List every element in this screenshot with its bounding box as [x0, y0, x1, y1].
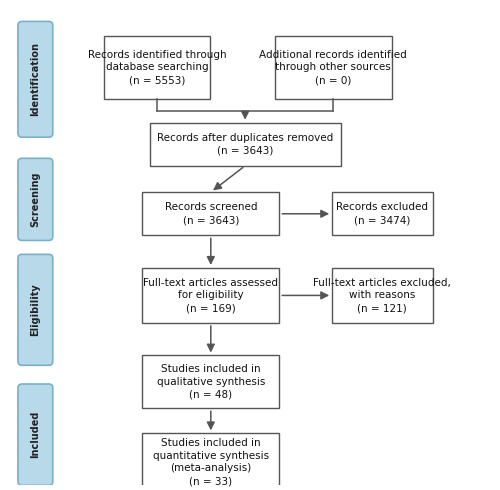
Text: Studies included in
quantitative synthesis
(meta-analysis)
(n = 33): Studies included in quantitative synthes…: [152, 438, 269, 486]
FancyBboxPatch shape: [104, 36, 210, 98]
FancyBboxPatch shape: [142, 433, 280, 490]
Text: Screening: Screening: [30, 172, 40, 227]
Text: Additional records identified
through other sources
(n = 0): Additional records identified through ot…: [260, 49, 407, 85]
Text: Eligibility: Eligibility: [30, 283, 40, 336]
FancyBboxPatch shape: [150, 122, 340, 166]
Text: Included: Included: [30, 411, 40, 458]
Text: Identification: Identification: [30, 42, 40, 116]
Text: Records screened
(n = 3643): Records screened (n = 3643): [164, 202, 257, 225]
FancyBboxPatch shape: [332, 268, 432, 323]
Text: Records after duplicates removed
(n = 3643): Records after duplicates removed (n = 36…: [157, 133, 333, 155]
FancyBboxPatch shape: [332, 192, 432, 235]
Text: Full-text articles excluded,
with reasons
(n = 121): Full-text articles excluded, with reason…: [314, 278, 451, 313]
FancyBboxPatch shape: [18, 158, 53, 241]
Text: Records excluded
(n = 3474): Records excluded (n = 3474): [336, 202, 428, 225]
FancyBboxPatch shape: [142, 355, 280, 408]
FancyBboxPatch shape: [274, 36, 392, 98]
Text: Full-text articles assessed
for eligibility
(n = 169): Full-text articles assessed for eligibil…: [144, 278, 278, 313]
FancyBboxPatch shape: [18, 384, 53, 485]
FancyBboxPatch shape: [142, 192, 280, 235]
Text: Studies included in
qualitative synthesis
(n = 48): Studies included in qualitative synthesi…: [156, 364, 265, 400]
Text: Records identified through
database searching
(n = 5553): Records identified through database sear…: [88, 49, 226, 85]
FancyBboxPatch shape: [18, 254, 53, 365]
FancyBboxPatch shape: [142, 268, 280, 323]
FancyBboxPatch shape: [18, 22, 53, 137]
